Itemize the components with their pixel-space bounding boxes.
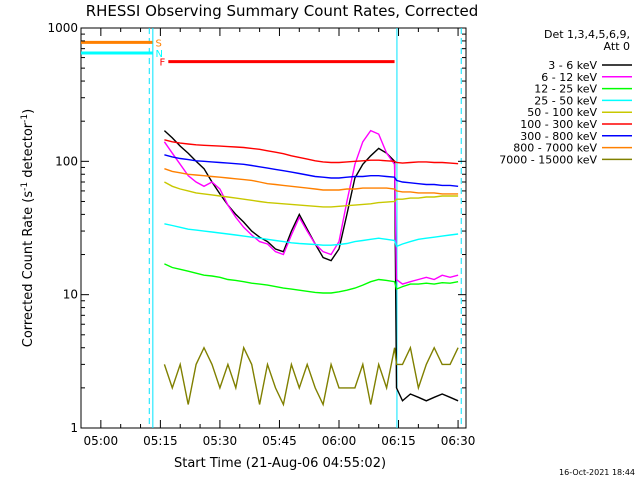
flag-bars: SNF <box>81 38 395 69</box>
chart-title: RHESSI Observing Summary Count Rates, Co… <box>86 2 479 20</box>
series-line <box>164 263 459 294</box>
series-line <box>163 345 459 407</box>
series-lines <box>163 129 459 407</box>
series-line <box>164 168 459 195</box>
series-line <box>163 129 459 285</box>
footer-timestamp: 16-Oct-2021 18:44 <box>559 468 635 477</box>
y-tick-label: 1000 <box>47 21 78 35</box>
y-tick-label: 1 <box>70 421 78 435</box>
y-tick-label: 10 <box>63 288 78 302</box>
flag-label: S <box>155 38 161 49</box>
legend-entry-label: 100 - 300 keV <box>520 118 597 131</box>
y-axis-label: Corrected Count Rate (s-1 detector-1) <box>20 109 36 347</box>
y-axis: 1 10 100 1000 <box>47 21 466 435</box>
x-axis-label: Start Time (21-Aug-06 04:55:02) <box>174 456 386 471</box>
legend-header-line-1: Det 1,3,4,5,6,9, <box>544 28 630 41</box>
legend-entry-label: 6 - 12 keV <box>541 71 597 84</box>
x-axis: 05:00 05:15 05:30 05:45 06:00 06:15 06:30 <box>84 28 476 448</box>
legend-entry-label: 800 - 7000 keV <box>513 142 597 155</box>
x-tick-label: 05:15 <box>143 434 178 448</box>
y-axis-label-mid: detector <box>21 122 36 182</box>
legend-entry-label: 300 - 800 keV <box>520 130 597 143</box>
y-axis-label-end: ) <box>21 109 36 114</box>
legend-entry-label: 7000 - 15000 keV <box>499 153 597 166</box>
x-tick-label: 05:00 <box>84 434 119 448</box>
legend-entry-label: 3 - 6 keV <box>548 59 597 72</box>
x-tick-label: 05:45 <box>262 434 297 448</box>
legend-entry-label: 50 - 100 keV <box>527 106 597 119</box>
plot-area-frame <box>80 27 467 429</box>
x-tick-label: 06:00 <box>322 434 357 448</box>
legend-entry-label: 12 - 25 keV <box>534 83 597 96</box>
y-tick-label: 100 <box>55 154 78 168</box>
series-line <box>164 223 459 248</box>
series-line <box>164 139 459 165</box>
legend-entry-label: 25 - 50 keV <box>534 94 597 107</box>
x-tick-label: 06:30 <box>441 434 476 448</box>
y-axis-label-sup2: -1 <box>20 114 30 123</box>
series-line <box>163 130 459 402</box>
series-line <box>164 181 459 208</box>
y-axis-label-main: Corrected Count Rate (s <box>21 191 36 348</box>
x-tick-label: 05:30 <box>203 434 238 448</box>
flag-label: N <box>155 49 162 60</box>
legend-header-line-2: Att 0 <box>604 40 630 53</box>
series-line <box>164 154 459 187</box>
flag-label: F <box>160 58 166 69</box>
x-tick-label: 06:15 <box>381 434 416 448</box>
y-axis-label-sup1: -1 <box>20 182 30 191</box>
